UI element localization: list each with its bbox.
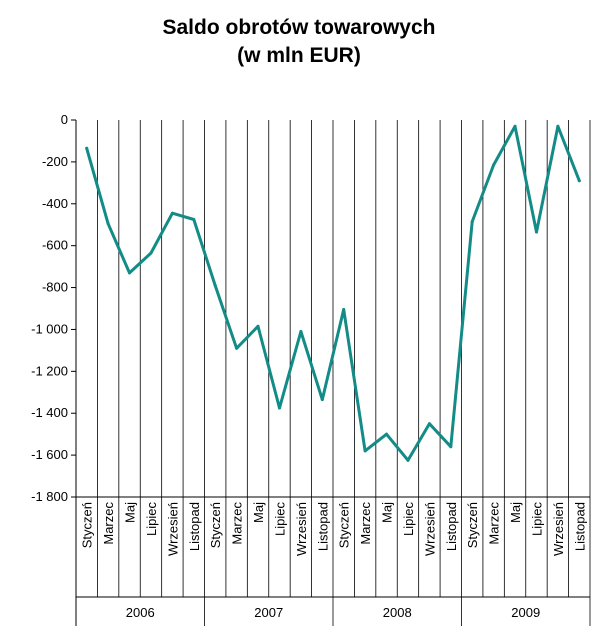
year-label: 2009 (511, 605, 540, 620)
data-point (235, 346, 239, 350)
chart-title: Saldo obrotów towarowych (w mln EUR) (0, 14, 598, 70)
month-label: Maj (123, 502, 138, 523)
series-layer (85, 124, 581, 462)
month-label: Wrzesień (422, 502, 437, 556)
axes (71, 119, 590, 626)
month-label: Wrzesień (294, 502, 309, 556)
month-label: Wrzesień (165, 502, 180, 556)
month-label: Marzec (487, 502, 502, 545)
y-tick-label: -1 400 (31, 405, 68, 420)
month-label: Listopad (572, 502, 587, 551)
chart-title-line-1: Saldo obrotów towarowych (162, 16, 436, 39)
series-line (85, 124, 581, 462)
year-label: 2006 (126, 605, 155, 620)
data-point (492, 163, 496, 167)
x-category-labels: Styczeń Marzec Maj Lipiec Wrzesień Listopad St… (80, 502, 588, 556)
month-label: Lipiec (401, 502, 416, 536)
y-tick-label: -1 600 (31, 447, 68, 462)
data-point (320, 398, 324, 402)
y-tick-label: -600 (42, 238, 68, 253)
data-point (427, 422, 431, 426)
data-point (513, 124, 517, 128)
data-point (85, 146, 89, 150)
data-point (556, 124, 560, 128)
month-label: Maj (380, 502, 395, 523)
month-label: Styczeń (465, 502, 480, 548)
data-point (256, 324, 260, 328)
data-point (363, 449, 367, 453)
data-point (106, 222, 110, 226)
month-label: Lipiec (529, 502, 544, 536)
data-point (213, 283, 217, 287)
month-label: Styczeń (80, 502, 95, 548)
grid-lines (97, 120, 591, 626)
month-label: Marzec (101, 502, 116, 545)
month-label: Lipiec (144, 502, 159, 536)
y-tick-labels: 0 -200 -400 -600 -800 -1 000 -1 200 -1 400 -1 60… (31, 112, 68, 504)
year-label: 2007 (254, 605, 283, 620)
y-tick-label: -1 800 (31, 489, 68, 504)
month-label: Styczeń (337, 502, 352, 548)
data-point (192, 217, 196, 221)
year-labels: 2006 2007 2008 2009 (126, 605, 540, 620)
data-point (534, 230, 538, 234)
data-point (149, 251, 153, 255)
month-label: Listopad (444, 502, 459, 551)
data-point (342, 308, 346, 312)
year-label: 2008 (383, 605, 412, 620)
data-point (470, 220, 474, 224)
y-tick-label: -400 (42, 196, 68, 211)
month-label: Lipiec (272, 502, 287, 536)
month-label: Listopad (315, 502, 330, 551)
y-tick-label: -800 (42, 280, 68, 295)
data-point (128, 271, 132, 275)
y-tick-label: -200 (42, 154, 68, 169)
month-label: Listopad (187, 502, 202, 551)
data-point (406, 458, 410, 462)
data-point (449, 445, 453, 449)
month-label: Marzec (358, 502, 373, 545)
data-point (277, 406, 281, 410)
y-tick-label: 0 (61, 112, 68, 127)
month-label: Wrzesień (551, 502, 566, 556)
y-tick-label: -1 000 (31, 321, 68, 336)
data-point (170, 211, 174, 215)
month-label: Marzec (230, 502, 245, 545)
data-point (385, 432, 389, 436)
chart-title-line-2: (w mln EUR) (237, 44, 361, 67)
data-point (577, 179, 581, 183)
month-label: Maj (508, 502, 523, 523)
y-tick-label: -1 200 (31, 363, 68, 378)
data-point (299, 330, 303, 334)
month-label: Maj (251, 502, 266, 523)
month-label: Styczeń (208, 502, 223, 548)
